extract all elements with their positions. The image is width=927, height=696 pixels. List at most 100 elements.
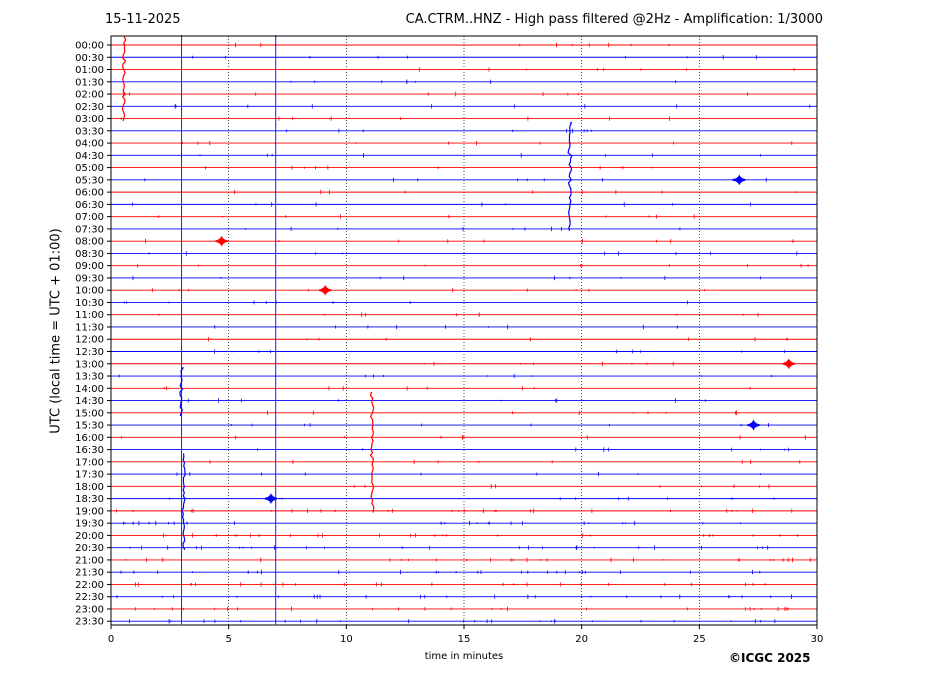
y-tick-label-1000: 10:00 [75,286,104,297]
y-tick-label-0330: 03:30 [75,126,104,137]
y-tick-label-1500: 15:00 [75,408,104,419]
noise-1100 [158,312,759,318]
event-8 [369,391,375,513]
y-tick-label-2200: 22:00 [75,580,104,591]
x-axis-label: time in minutes [424,651,504,662]
event-7 [747,420,760,431]
noise-1400 [163,385,751,391]
noise-1500 [267,410,737,416]
y-tick-label-0200: 02:00 [75,90,104,101]
y-tick-label-1400: 14:00 [75,384,104,395]
noise-2230 [116,594,792,599]
noise-2030 [129,545,769,550]
noise-1200 [208,336,788,342]
y-tick-label-1900: 19:00 [75,506,104,517]
noise-0830 [148,251,798,256]
noise-0800 [145,238,794,244]
event-6 [179,367,185,417]
noise-2200 [135,582,766,587]
trace-group [111,35,817,625]
y-tick-label-1100: 11:00 [75,310,104,321]
noise-1530 [230,423,769,427]
event-1 [567,122,573,231]
y-tick-label-0600: 06:00 [75,188,104,199]
x-tick-label-20: 20 [575,634,588,645]
y-tick-label-1130: 11:30 [75,322,104,333]
y-tick-label-2130: 21:30 [75,568,104,579]
y-tick-label-0300: 03:00 [75,114,104,125]
noise-0300 [120,116,670,121]
date-label: 15-11-2025 [105,12,181,27]
y-tick-label-2230: 22:30 [75,592,104,603]
noise-0400 [182,140,793,146]
grid-lines [228,36,700,625]
noise-0130 [290,79,677,85]
noise-0200 [124,91,748,97]
chart-title: CA.CTRM..HNZ - High pass filtered @2Hz -… [405,12,823,27]
x-axis: 0 5 10 15 20 25 30 [108,625,824,645]
noise-0330 [286,128,592,134]
y-tick-label-0830: 08:30 [75,249,104,260]
noise-1130 [214,324,678,330]
y-tick-label-0700: 07:00 [75,212,104,223]
event-group [121,36,795,551]
y-tick-label-1430: 14:30 [75,396,104,407]
noise-2000 [163,533,799,538]
y-tick-label-0500: 05:00 [75,163,104,174]
noise-1900 [116,508,793,514]
noise-1230 [214,349,785,354]
y-tick-label-1200: 12:00 [75,335,104,346]
y-tick-label-0930: 09:30 [75,273,104,284]
y-tick-label-2300: 23:00 [75,604,104,615]
y-tick-label-0430: 04:30 [75,151,104,162]
y-tick-label-1230: 12:30 [75,347,104,358]
copyright-text: ©ICGC 2025 [729,651,811,665]
y-tick-label-1600: 16:00 [75,433,104,444]
noise-1730 [176,471,761,477]
y-tick-label-1030: 10:30 [75,298,104,309]
noise-1630 [257,447,789,452]
noise-1800 [353,484,770,489]
y-tick-label-2000: 20:00 [75,531,104,542]
y-tick-label-0400: 04:00 [75,139,104,150]
y-tick-label-1300: 13:00 [75,359,104,370]
noise-0930 [132,275,761,281]
y-tick-label-0030: 00:30 [75,53,104,64]
y-tick-label-1700: 17:00 [75,457,104,468]
x-tick-label-15: 15 [458,634,471,645]
noise-0530 [144,177,767,183]
y-tick-label-0630: 06:30 [75,200,104,211]
x-tick-label-25: 25 [693,634,706,645]
noise-1830 [169,496,775,501]
y-tick-label-0000: 00:00 [75,41,104,52]
y-tick-label-1930: 19:30 [75,519,104,530]
event-10 [264,493,278,504]
noise-0600 [234,189,797,195]
event-0 [121,36,127,122]
y-tick-label-2030: 20:30 [75,543,104,554]
x-tick-label-30: 30 [811,634,824,645]
x-tick-label-10: 10 [340,634,353,645]
noise-0230 [174,104,811,109]
event-9 [181,453,186,551]
y-tick-label-0800: 08:00 [75,237,104,248]
y-tick-label-0530: 05:30 [75,175,104,186]
event-4 [319,285,332,296]
event-3 [215,236,228,247]
y-tick-label-1830: 18:30 [75,494,104,505]
noise-1700 [209,459,801,465]
noise-1600 [121,434,806,440]
y-tick-label-0100: 01:00 [75,65,104,76]
x-tick-label-0: 0 [108,634,114,645]
y-tick-label-0230: 02:30 [75,102,104,113]
y-tick-label-1800: 18:00 [75,482,104,493]
y-tick-label-1630: 16:30 [75,445,104,456]
noise-0900 [137,263,809,268]
y-tick-label-2100: 21:00 [75,555,104,566]
y-tick-label-0730: 07:30 [75,224,104,235]
noise-1430 [187,398,706,403]
y-tick-label-0130: 01:30 [75,77,104,88]
